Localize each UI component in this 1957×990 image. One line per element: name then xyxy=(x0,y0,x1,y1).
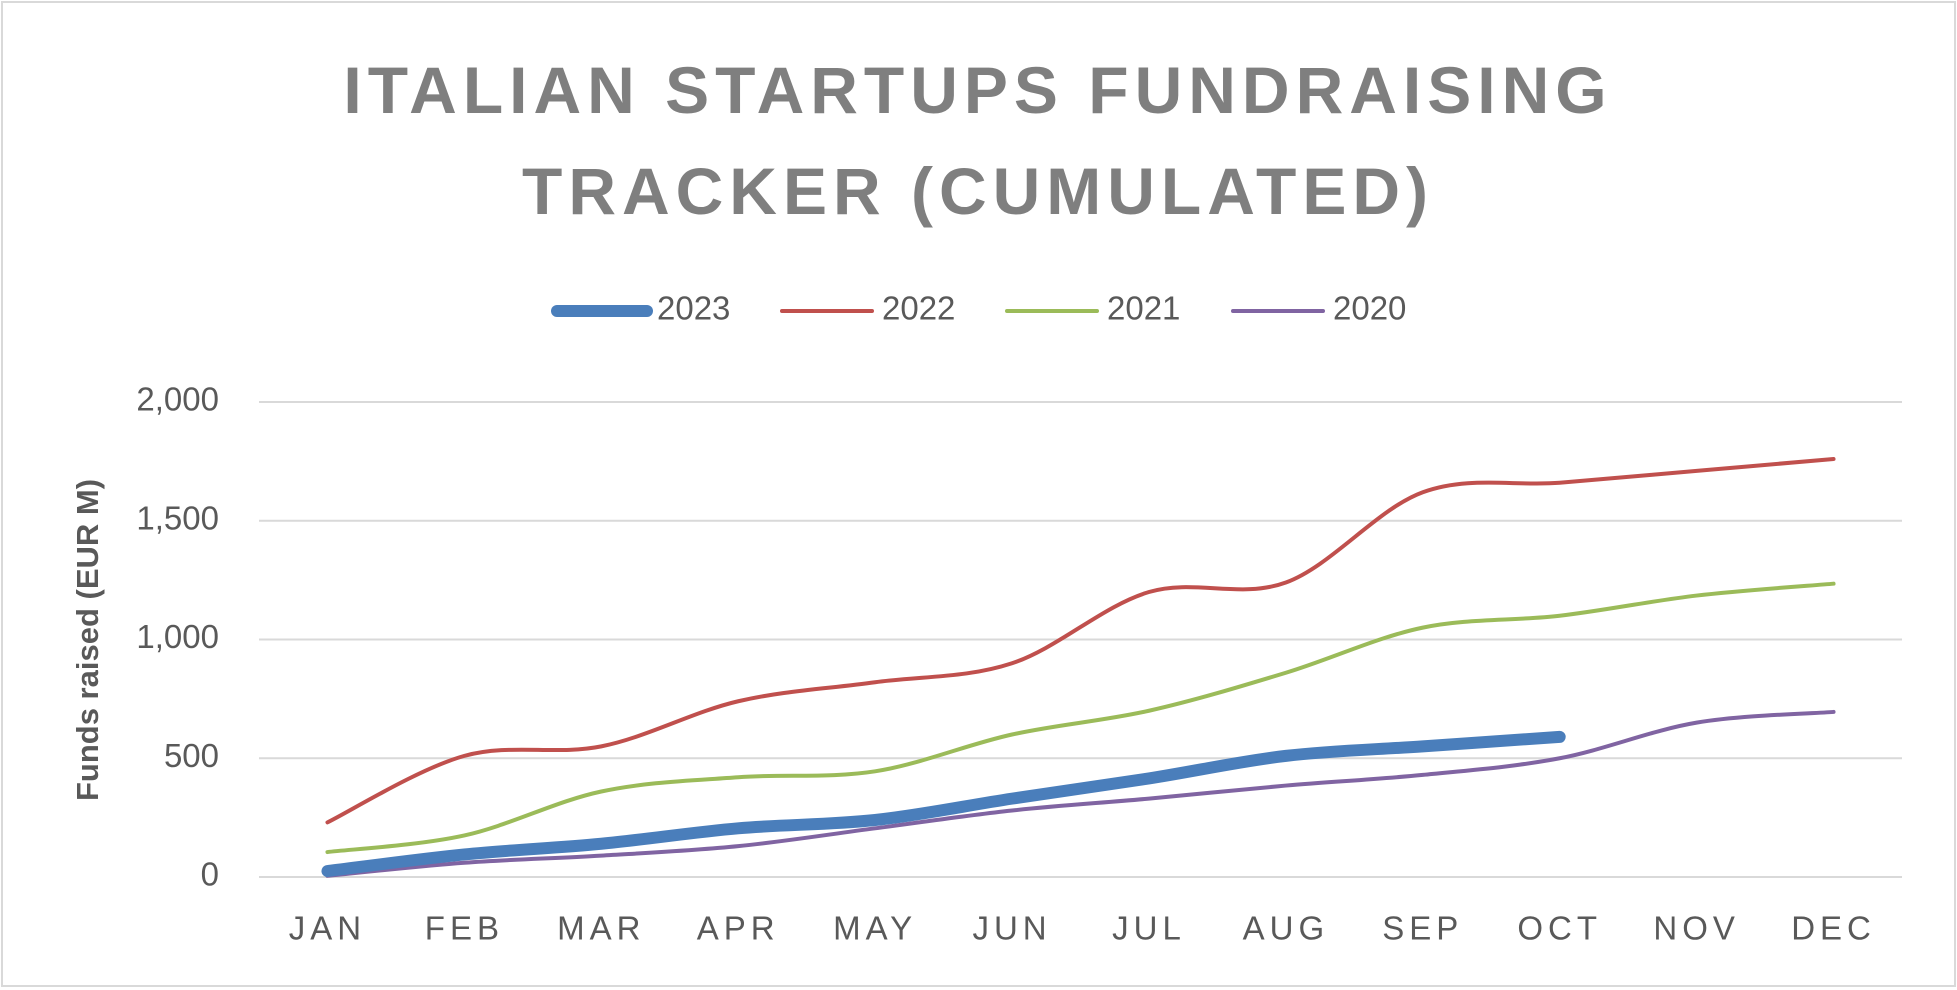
x-tick-label: NOV xyxy=(1653,910,1740,947)
y-tick-label: 1,000 xyxy=(136,618,219,655)
x-tick-label: JUN xyxy=(972,910,1051,947)
chart-title: ITALIAN STARTUPS FUNDRAISING TRACKER (CU… xyxy=(343,53,1613,228)
x-tick-label: APR xyxy=(697,910,780,947)
y-axis-title: Funds raised (EUR M) xyxy=(70,479,105,801)
x-tick-label: MAR xyxy=(557,910,645,947)
x-tick-label: DEC xyxy=(1791,910,1876,947)
series-line xyxy=(325,581,1836,855)
y-tick-label: 500 xyxy=(164,737,219,774)
legend-label: 2022 xyxy=(882,290,955,327)
y-tick-label: 0 xyxy=(201,856,219,893)
y-tick-label: 1,500 xyxy=(136,499,219,536)
x-tick-label: AUG xyxy=(1243,910,1330,947)
y-tick-label: 2,000 xyxy=(136,381,219,418)
legend-label: 2023 xyxy=(657,290,730,327)
x-tick-label: SEP xyxy=(1382,910,1463,947)
legend-label: 2020 xyxy=(1333,290,1406,327)
x-tick-label: JUL xyxy=(1112,910,1186,947)
series-line xyxy=(321,730,1566,878)
series-line xyxy=(325,457,1836,825)
x-tick-label: FEB xyxy=(425,910,504,947)
legend-label: 2021 xyxy=(1107,290,1180,327)
x-tick-label: MAY xyxy=(833,910,917,947)
x-tick-label: OCT xyxy=(1517,910,1602,947)
x-tick-label: JAN xyxy=(289,910,366,947)
series-line xyxy=(325,709,1836,878)
